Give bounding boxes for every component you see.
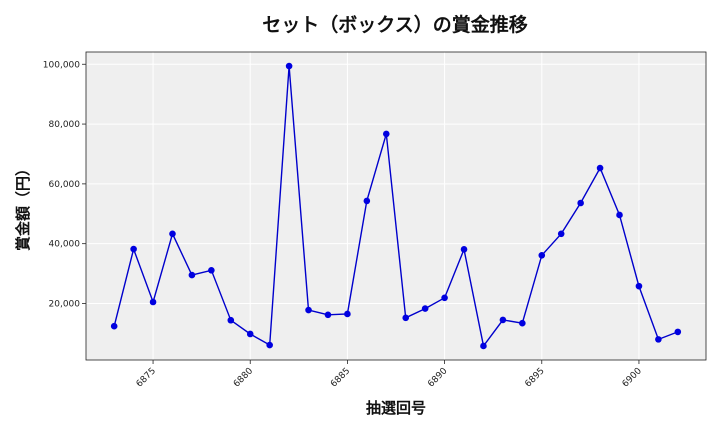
data-point <box>208 266 215 274</box>
x-tick-label: 6900 <box>621 366 644 389</box>
x-ticks: 6875 6880 6885 6890 6895 6900 <box>135 360 644 389</box>
series-line <box>113 66 679 348</box>
x-tick-label: 6890 <box>426 366 449 389</box>
x-axis-label: 抽選回号 <box>366 399 426 417</box>
data-point <box>363 197 371 205</box>
data-point <box>266 341 273 349</box>
data-point <box>577 199 584 207</box>
data-point <box>382 130 390 138</box>
data-point <box>616 211 623 219</box>
y-tick-label: 100,000 <box>43 60 80 70</box>
grid <box>86 52 706 360</box>
plot-frame <box>85 51 707 361</box>
series <box>110 62 682 350</box>
data-point <box>480 342 487 350</box>
data-point <box>538 252 546 259</box>
y-ticks: 20,000 40,000 60,000 80,000 100,000 <box>43 60 86 309</box>
y-tick-label: 40,000 <box>49 240 81 250</box>
data-point <box>441 294 448 302</box>
x-tick-label: 6895 <box>523 366 546 389</box>
axes <box>85 51 707 361</box>
data-point <box>130 245 137 253</box>
x-tick-label: 6880 <box>232 366 255 389</box>
data-point <box>149 298 157 306</box>
data-point <box>246 330 254 338</box>
y-tick-label: 60,000 <box>49 180 81 190</box>
data-point <box>421 305 429 312</box>
x-tick-label: 6885 <box>329 366 352 389</box>
y-axis-label: 賞金額（円） <box>14 161 32 251</box>
data-point <box>344 310 351 318</box>
data-point <box>305 306 312 314</box>
data-point <box>227 316 235 324</box>
data-point <box>557 230 565 238</box>
data-point <box>460 246 468 253</box>
data-point <box>635 282 643 290</box>
data-point <box>169 230 176 238</box>
chart-title: セット（ボックス）の賞金推移 <box>262 13 527 36</box>
y-tick-label: 20,000 <box>49 299 81 309</box>
y-tick-label: 80,000 <box>49 120 81 130</box>
data-point <box>188 271 196 279</box>
data-point <box>674 328 682 336</box>
plot-area <box>86 52 706 360</box>
data-point <box>596 164 604 172</box>
data-point <box>324 311 332 319</box>
data-point <box>655 336 662 343</box>
x-tick-label: 6875 <box>135 366 158 389</box>
data-point <box>110 322 118 330</box>
data-point <box>499 316 507 324</box>
data-point <box>402 314 410 322</box>
data-point <box>285 62 293 70</box>
data-point <box>519 319 526 327</box>
